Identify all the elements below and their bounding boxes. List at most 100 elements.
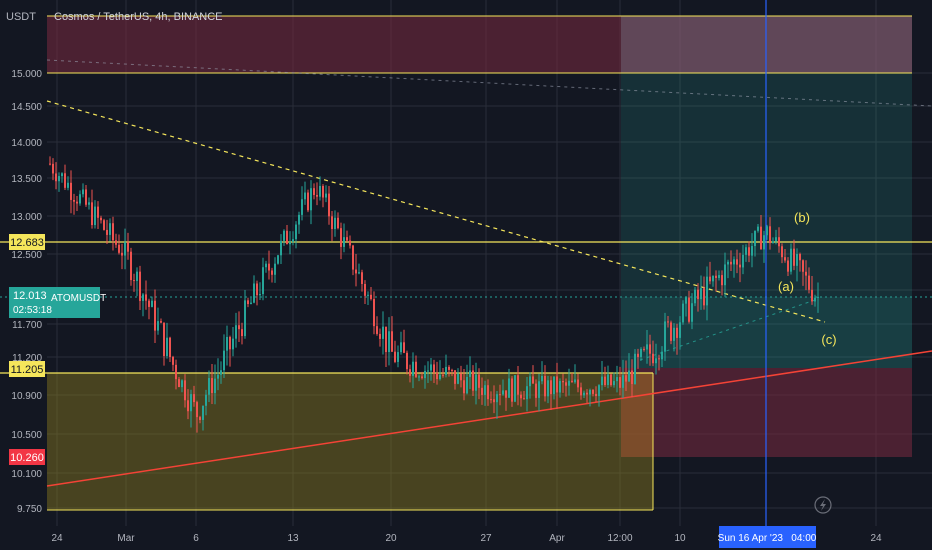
candle-body [655, 358, 657, 364]
candle-body [520, 394, 522, 399]
candle-body [772, 241, 774, 244]
candle-body [469, 370, 471, 377]
support-zone [47, 373, 653, 510]
wave-label-a: (a) [778, 279, 794, 294]
candle-body [418, 376, 420, 378]
candle-body [541, 375, 543, 382]
candle-body [694, 289, 696, 304]
candle-body [229, 336, 231, 350]
candle-body [706, 276, 708, 306]
candle-body [814, 297, 816, 302]
candle-body [319, 185, 321, 197]
candle-body [664, 321, 666, 352]
candle-body [133, 280, 135, 282]
candle-body [439, 374, 441, 380]
candle-body [514, 375, 516, 402]
candle-body [199, 417, 201, 420]
candle-body [526, 386, 528, 400]
chart-title: Cosmos / TetherUS, 4h, BINANCE [54, 11, 223, 23]
candle-body [253, 283, 255, 303]
candle-body [457, 373, 459, 384]
candle-body [55, 173, 57, 182]
candle-body [373, 299, 375, 327]
candle-body [70, 182, 72, 200]
candle-body [295, 224, 297, 240]
candle-body [454, 370, 456, 384]
candle-body [388, 331, 390, 353]
candle-body [379, 333, 381, 339]
candle-body [775, 237, 777, 242]
candle-body [256, 283, 258, 296]
candle-body [64, 173, 66, 188]
price-tick-label: 11.200 [12, 353, 42, 364]
candle-body [127, 242, 129, 252]
candle-body [649, 344, 651, 354]
candle-body [223, 350, 225, 371]
time-tick-label: 10 [674, 533, 686, 544]
candle-body [670, 322, 672, 341]
candle-body [748, 247, 750, 256]
candle-body [631, 370, 633, 385]
candle-body [637, 353, 639, 358]
candle-body [745, 247, 747, 255]
downtrend-dashed-line[interactable] [46, 100, 826, 323]
candle-body [244, 300, 246, 337]
price-tick-label: 13.500 [11, 174, 42, 185]
candle-body [598, 385, 600, 397]
candle-body [181, 380, 183, 388]
candle-body [517, 375, 519, 395]
candle-body [175, 364, 177, 380]
candle-body [730, 261, 732, 265]
candle-body [82, 189, 84, 195]
candle-body [142, 294, 144, 301]
candle-body [646, 344, 648, 350]
badge-low-level: 10.260 [10, 452, 44, 464]
candle-body [208, 378, 210, 395]
crosshair-time-bg [719, 526, 816, 548]
candle-body [52, 163, 54, 174]
candle-body [622, 375, 624, 388]
candle-body [667, 321, 669, 323]
candle-body [619, 377, 621, 388]
time-tick-label: 20 [385, 533, 397, 544]
candle-body [376, 326, 378, 334]
candle-body [538, 381, 540, 398]
candle-body [559, 381, 561, 393]
candle-body [328, 193, 330, 217]
candle-body [766, 226, 768, 236]
candle-body [331, 216, 333, 229]
candle-body [193, 394, 195, 403]
upper-dashed-line[interactable] [46, 59, 932, 107]
candle-body [592, 389, 594, 394]
candle-body [172, 357, 174, 365]
candle-body [370, 294, 372, 300]
candle-body [652, 353, 654, 364]
candle-body [49, 163, 51, 165]
candle-body [118, 244, 120, 253]
wave-label-c: (c) [821, 332, 836, 347]
candle-body [235, 325, 237, 339]
badge-current-price: 12.013 [13, 290, 47, 302]
candle-body [304, 192, 306, 200]
lightning-icon[interactable] [814, 496, 832, 514]
uptrend-support-line[interactable] [46, 350, 932, 487]
candle-body [700, 288, 702, 300]
candle-body [697, 289, 699, 300]
candle-body [88, 202, 90, 205]
candle-body [715, 275, 717, 278]
candle-body [205, 394, 207, 406]
candle-body [217, 374, 219, 379]
time-axis[interactable]: 24 Mar 6 13 20 27 Apr 12:00 10 24 [51, 533, 882, 544]
candle-body [682, 303, 684, 323]
badge-symbol: ATOMUSDT [51, 293, 106, 304]
candle-body [85, 189, 87, 205]
candle-body [145, 294, 147, 301]
candle-body [625, 375, 627, 382]
candle-body [769, 226, 771, 244]
candle-body [808, 275, 810, 290]
candle-body [607, 374, 609, 386]
candle-body [448, 366, 450, 370]
price-tick-label: 14.500 [11, 102, 42, 113]
candle-body [355, 269, 357, 274]
